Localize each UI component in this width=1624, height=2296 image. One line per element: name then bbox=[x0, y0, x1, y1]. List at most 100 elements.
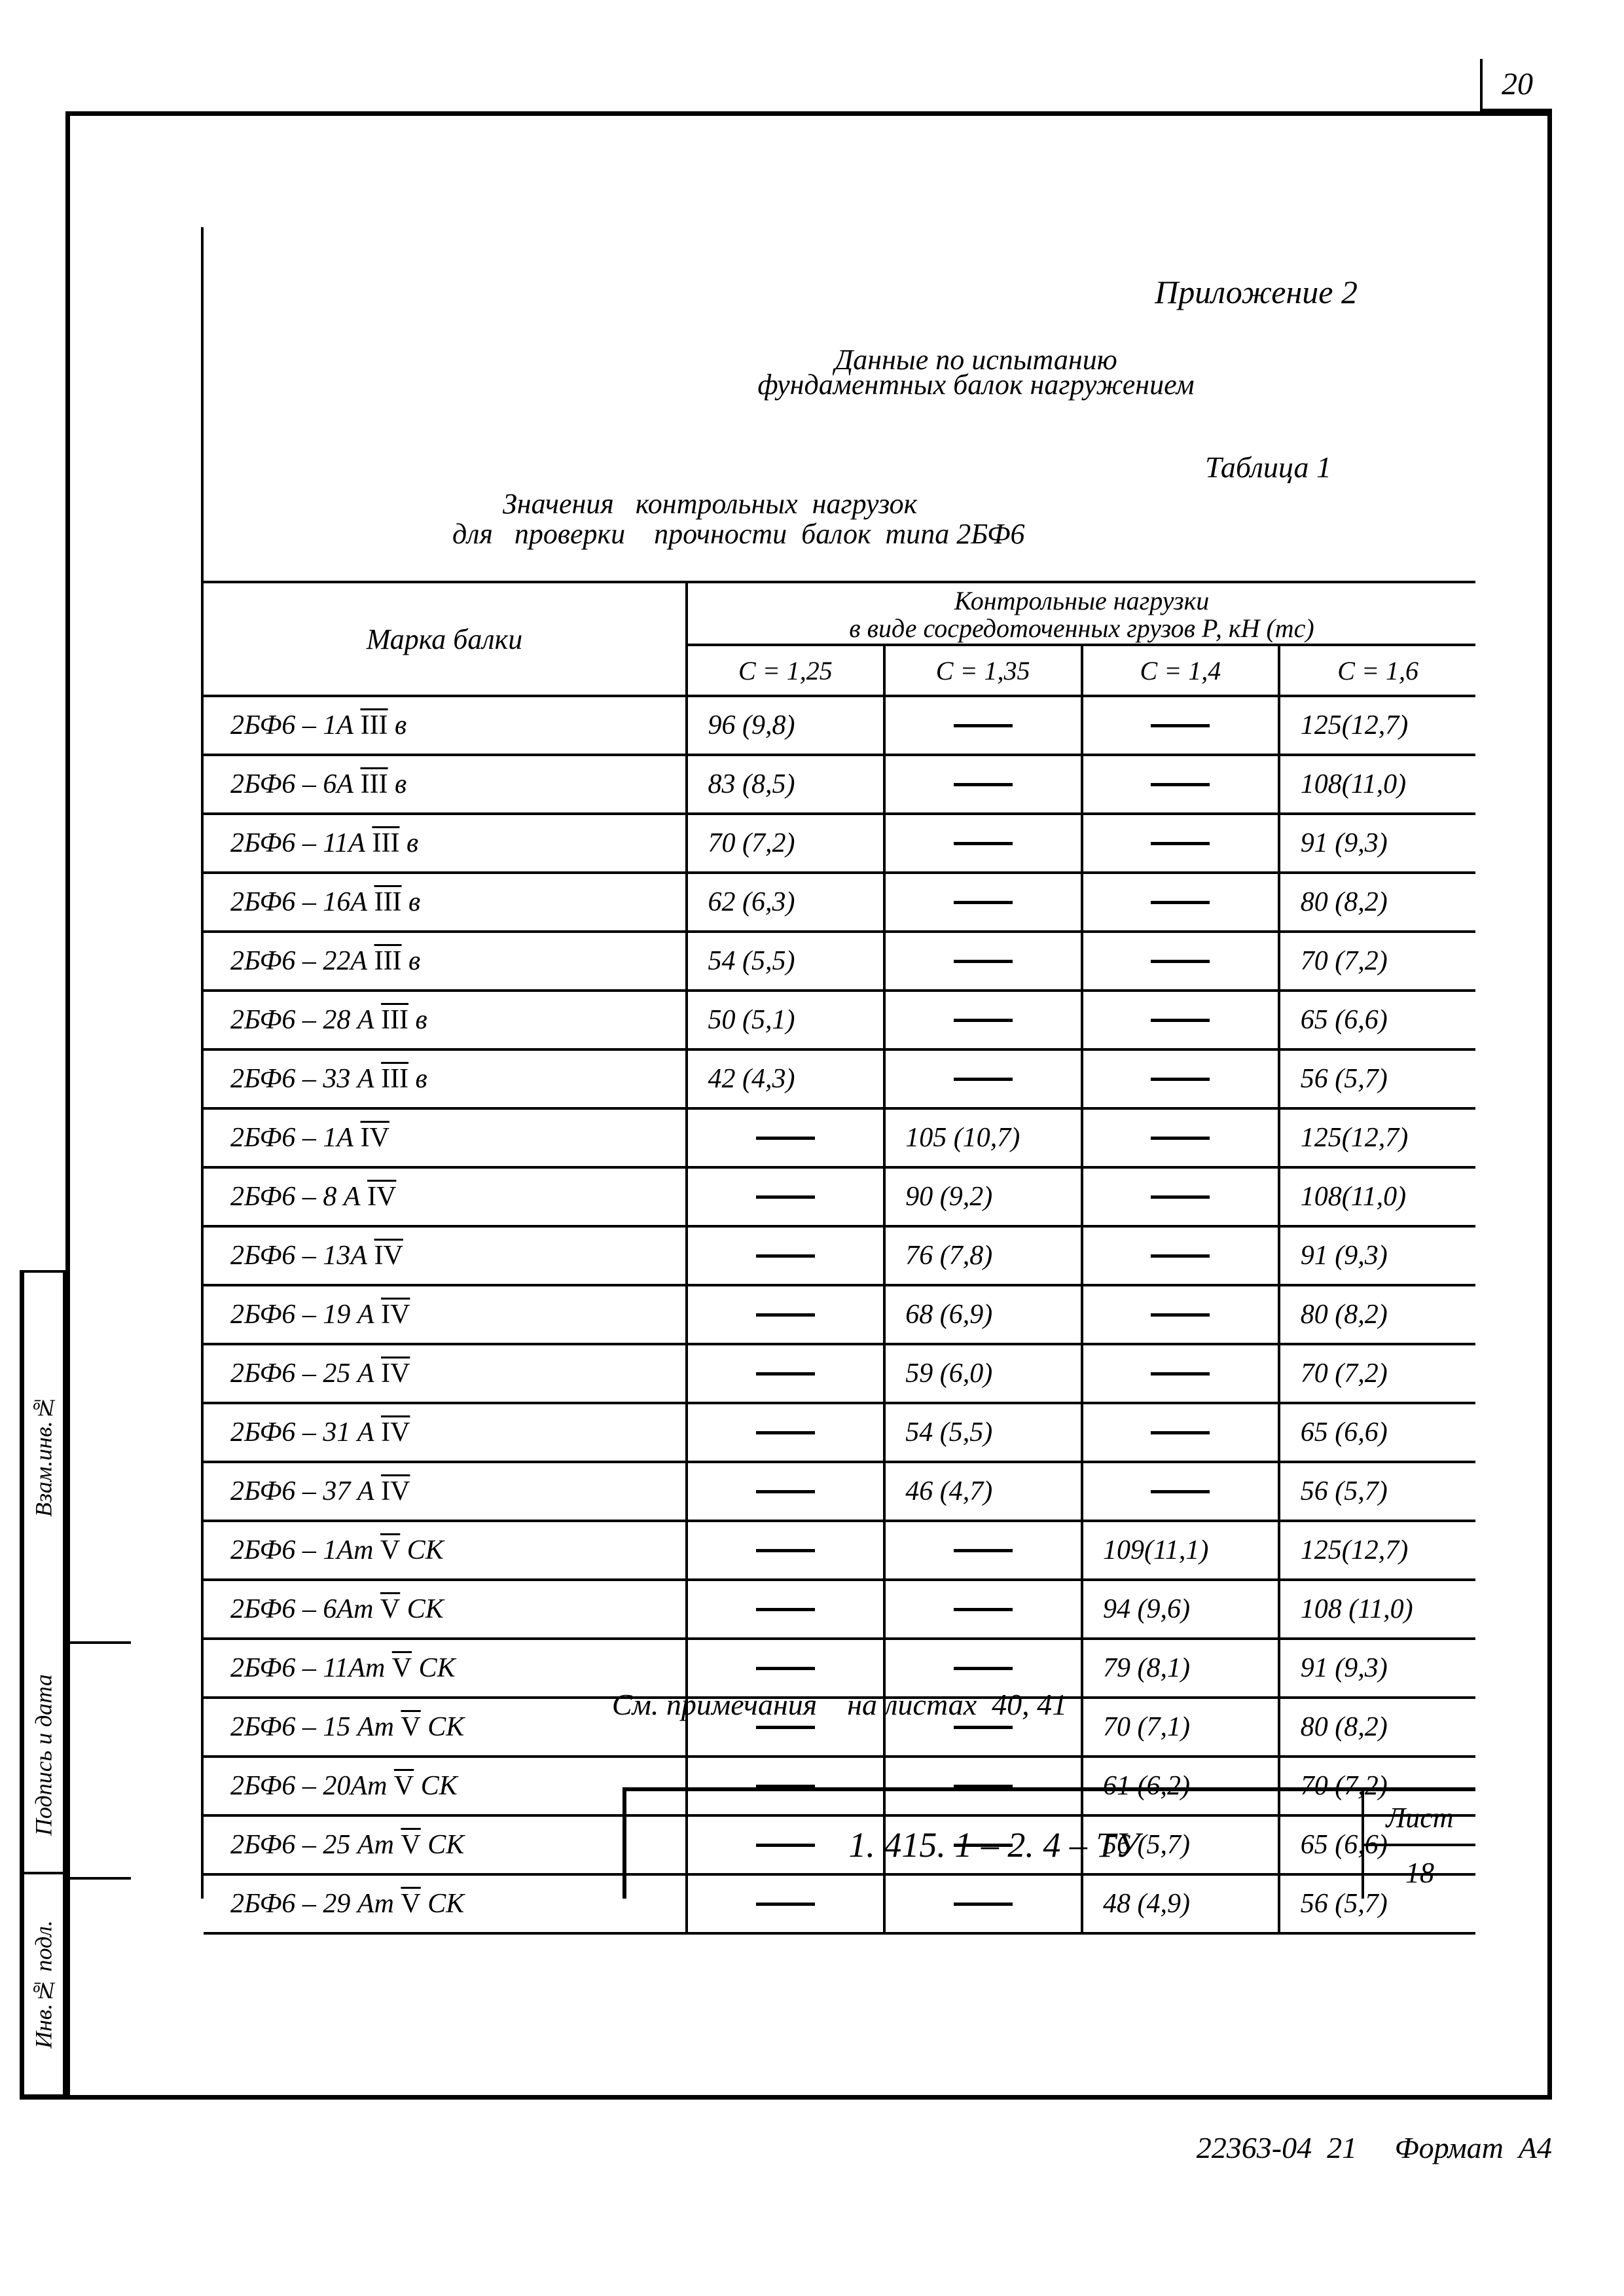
header-c-125: С = 1,25 bbox=[688, 646, 886, 695]
cell-value bbox=[688, 1286, 886, 1343]
cell-value: 125(12,7) bbox=[1280, 1522, 1475, 1578]
cell-mark: 2БФ6 – 22А III в bbox=[204, 933, 688, 989]
doc-subtitle: Значения контрольных нагрузок для провер… bbox=[452, 489, 1500, 549]
dash-icon bbox=[756, 1137, 815, 1140]
dash-icon bbox=[954, 724, 1013, 727]
doc-code: 1. 415. 1 – 2. 4 – ТУ bbox=[626, 1791, 1364, 1899]
cell-value bbox=[1083, 992, 1281, 1048]
table-row: 2БФ6 – 1А IV 105 (10,7) 125(12,7) bbox=[204, 1107, 1475, 1166]
cell-value bbox=[688, 1581, 886, 1637]
cell-value bbox=[688, 1110, 886, 1166]
cell-mark: 2БФ6 – 31 А IV bbox=[204, 1404, 688, 1461]
cell-value: 76 (7,8) bbox=[886, 1228, 1083, 1284]
cell-mark: 2БФ6 – 11А III в bbox=[204, 815, 688, 871]
cell-value: 42 (4,3) bbox=[688, 1051, 886, 1107]
cell-value bbox=[886, 874, 1083, 930]
cell-value bbox=[886, 992, 1083, 1048]
cell-value: 83 (8,5) bbox=[688, 756, 886, 812]
table-row: 2БФ6 – 31 А IV 54 (5,5) 65 (6,6) bbox=[204, 1402, 1475, 1461]
cell-value: 125(12,7) bbox=[1280, 1110, 1475, 1166]
cell-value: 91 (9,3) bbox=[1280, 1228, 1475, 1284]
cell-value: 56 (5,7) bbox=[1280, 1463, 1475, 1520]
table-row: 2БФ6 – 6Ат V СК 94 (9,6) 108 (11,0) bbox=[204, 1578, 1475, 1637]
cell-value: 54 (5,5) bbox=[688, 933, 886, 989]
header-c-135: С = 1,35 bbox=[886, 646, 1083, 695]
cell-value: 65 (6,6) bbox=[1280, 1404, 1475, 1461]
cell-value: 108 (11,0) bbox=[1280, 1581, 1475, 1637]
stamp-cell-1 bbox=[65, 1877, 131, 2100]
binding-stamp-cells bbox=[65, 1270, 131, 2100]
dash-icon bbox=[954, 1549, 1013, 1552]
cell-value bbox=[886, 1581, 1083, 1637]
cell-mark: 2БФ6 – 6Ат V СК bbox=[204, 1581, 688, 1637]
cell-mark: 2БФ6 – 25 А IV bbox=[204, 1345, 688, 1402]
cell-value: 94 (9,6) bbox=[1083, 1581, 1281, 1637]
dash-icon bbox=[756, 1490, 815, 1493]
cell-value: 62 (6,3) bbox=[688, 874, 886, 930]
table-label: Таблица 1 bbox=[1205, 450, 1331, 484]
dash-icon bbox=[756, 1903, 815, 1906]
binding-stamp: Инв.№ подл. Подпись и дата Взам.инв.№ bbox=[20, 1270, 65, 2100]
cell-value: 65 (6,6) bbox=[1280, 992, 1475, 1048]
cell-value: 90 (9,2) bbox=[886, 1169, 1083, 1225]
title-line-2: фундаментных балок нагружением bbox=[518, 370, 1434, 400]
cell-value bbox=[886, 756, 1083, 812]
dash-icon bbox=[1151, 842, 1210, 845]
dash-icon bbox=[954, 1726, 1013, 1729]
stamp-sign-date: Подпись и дата bbox=[24, 1639, 63, 1874]
cell-value: 105 (10,7) bbox=[886, 1110, 1083, 1166]
cell-value bbox=[1083, 1169, 1281, 1225]
subtitle-line-2: для проверки прочности балок типа 2БФ6 bbox=[452, 519, 1500, 549]
table-row: 2БФ6 – 25 А IV 59 (6,0) 70 (7,2) bbox=[204, 1343, 1475, 1402]
cell-value bbox=[886, 815, 1083, 871]
sheet-number: 18 bbox=[1364, 1846, 1475, 1899]
dash-icon bbox=[1151, 1254, 1210, 1258]
dash-icon bbox=[954, 1608, 1013, 1611]
sheet-box: Лист 18 bbox=[1364, 1791, 1475, 1899]
cell-value: 56 (5,7) bbox=[1280, 1051, 1475, 1107]
cell-mark: 2БФ6 – 6А III в bbox=[204, 756, 688, 812]
dash-icon bbox=[756, 1726, 815, 1729]
dash-icon bbox=[1151, 1078, 1210, 1081]
cell-mark: 2БФ6 – 13А IV bbox=[204, 1228, 688, 1284]
table-row: 2БФ6 – 37 А IV 46 (4,7) 56 (5,7) bbox=[204, 1461, 1475, 1520]
cell-mark: 2БФ6 – 28 А III в bbox=[204, 992, 688, 1048]
dash-icon bbox=[756, 1667, 815, 1670]
dash-icon bbox=[954, 783, 1013, 786]
cell-value: 50 (5,1) bbox=[688, 992, 886, 1048]
dash-icon bbox=[756, 1549, 815, 1552]
dash-icon bbox=[954, 1667, 1013, 1670]
page-footer: 22363-04 21 Формат А4 bbox=[0, 2130, 1552, 2165]
dash-icon bbox=[1151, 1019, 1210, 1022]
stamp-vzam: Взам.инв.№ bbox=[24, 1273, 63, 1639]
cell-value: 91 (9,3) bbox=[1280, 815, 1475, 871]
cell-value: 109(11,1) bbox=[1083, 1522, 1281, 1578]
cell-value bbox=[688, 1228, 886, 1284]
cell-value: 108(11,0) bbox=[1280, 1169, 1475, 1225]
cell-mark: 2БФ6 – 1Ат V СК bbox=[204, 1522, 688, 1578]
table-row: 2БФ6 – 8 А IV 90 (9,2) 108(11,0) bbox=[204, 1166, 1475, 1225]
cell-value bbox=[1083, 933, 1281, 989]
table-body: 2БФ6 – 1А III в 96 (9,8) 125(12,7) 2БФ6 … bbox=[204, 695, 1475, 1935]
cell-value bbox=[1083, 1110, 1281, 1166]
outer-frame: Приложение 2 Данные по испытанию фундаме… bbox=[65, 111, 1552, 2100]
cell-value bbox=[886, 1522, 1083, 1578]
cell-value: 46 (4,7) bbox=[886, 1463, 1083, 1520]
dash-icon bbox=[954, 1903, 1013, 1906]
cell-value bbox=[1083, 1404, 1281, 1461]
stamp-cell-3 bbox=[65, 1270, 131, 1641]
table-row: 2БФ6 – 33 А III в 42 (4,3) 56 (5,7) bbox=[204, 1048, 1475, 1107]
cell-value: 125(12,7) bbox=[1280, 697, 1475, 754]
loads-table: Марка балки Контрольные нагрузки в виде … bbox=[204, 581, 1475, 1935]
stamp-inv-no: Инв.№ подл. bbox=[24, 1874, 63, 2097]
table-row: 2БФ6 – 1А III в 96 (9,8) 125(12,7) bbox=[204, 695, 1475, 754]
dash-icon bbox=[1151, 1137, 1210, 1140]
table-row: 2БФ6 – 1Ат V СК 109(11,1) 125(12,7) bbox=[204, 1520, 1475, 1578]
dash-icon bbox=[954, 1019, 1013, 1022]
dash-icon bbox=[1151, 783, 1210, 786]
cell-mark: 2БФ6 – 33 А III в bbox=[204, 1051, 688, 1107]
doc-title: Данные по испытанию фундаментных балок н… bbox=[518, 345, 1434, 400]
cell-value bbox=[1083, 756, 1281, 812]
header-c-14: С = 1,4 bbox=[1083, 646, 1281, 695]
dash-icon bbox=[954, 842, 1013, 845]
